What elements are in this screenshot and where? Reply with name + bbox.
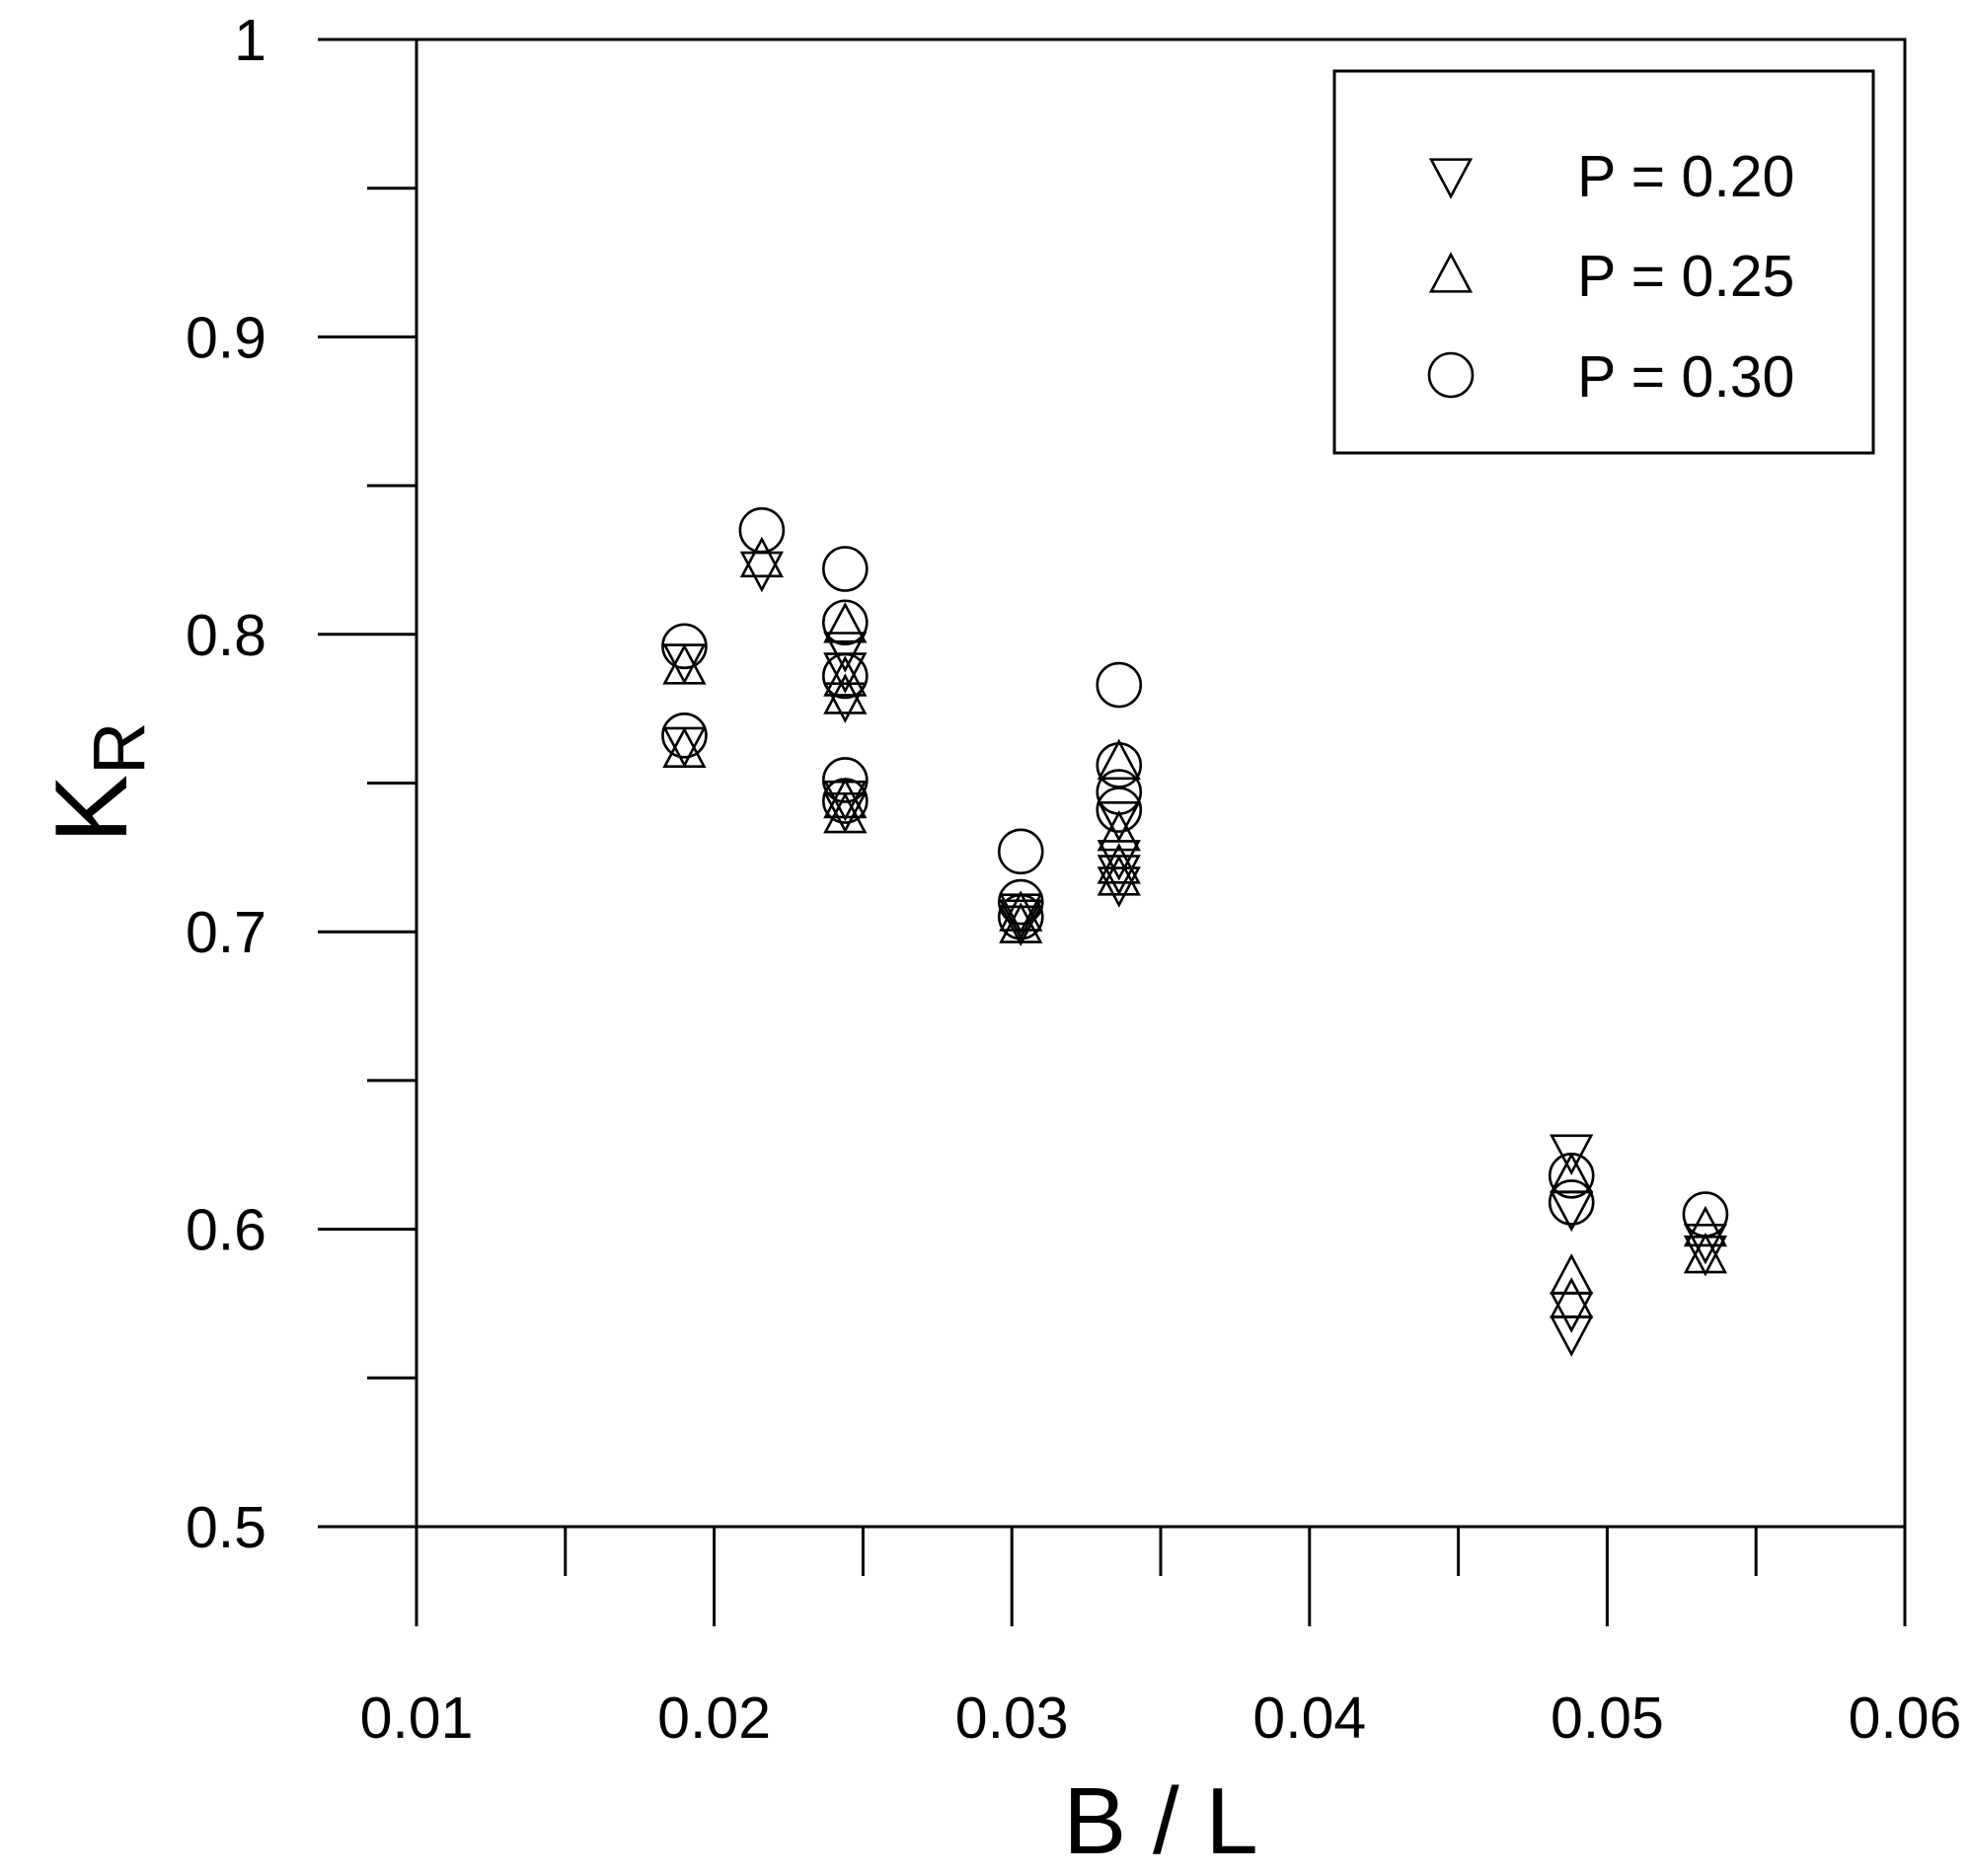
y-axis-title-subscript: R bbox=[78, 722, 160, 775]
x-tick-label: 0.03 bbox=[955, 1686, 1069, 1751]
data-point-triangle-up bbox=[662, 726, 707, 769]
y-tick-label: 0.5 bbox=[186, 1495, 266, 1560]
data-point-circle bbox=[1548, 1153, 1595, 1199]
y-tick-label: 0.9 bbox=[186, 305, 266, 370]
data-point-triangle-down bbox=[1097, 800, 1141, 843]
data-point-circle bbox=[1096, 787, 1143, 833]
y-tick-label: 0.8 bbox=[186, 603, 266, 668]
data-point-triangle-up bbox=[1097, 738, 1141, 781]
data-point-triangle-down bbox=[1683, 1223, 1728, 1265]
x-tick-label: 0.06 bbox=[1849, 1686, 1962, 1751]
data-point-triangle-up bbox=[1550, 1152, 1594, 1194]
legend-markers bbox=[1427, 158, 1475, 399]
x-axis-title: B / L bbox=[1063, 1768, 1257, 1874]
y-tick-label: 0.7 bbox=[186, 900, 266, 965]
data-points bbox=[661, 507, 1729, 1357]
legend-marker-triangle-down bbox=[1428, 158, 1474, 199]
data-point-circle bbox=[997, 828, 1044, 875]
x-axis-ticks bbox=[415, 1527, 1907, 1626]
legend-box bbox=[1332, 69, 1875, 455]
data-point-circle bbox=[1096, 769, 1143, 815]
x-tick-label: 0.04 bbox=[1252, 1686, 1366, 1751]
data-point-circle bbox=[822, 757, 869, 803]
data-point-triangle-up bbox=[1097, 809, 1141, 852]
y-tick-label: 1 bbox=[234, 8, 266, 73]
data-point-triangle-down bbox=[1097, 866, 1141, 908]
data-point-triangle-up bbox=[823, 791, 868, 834]
legend-marker-circle bbox=[1427, 351, 1475, 399]
data-point-triangle-up bbox=[1097, 843, 1141, 884]
data-point-circle bbox=[822, 652, 869, 700]
data-point-circle bbox=[661, 623, 708, 670]
data-point-circle bbox=[997, 893, 1044, 940]
data-point-triangle-up bbox=[823, 601, 868, 643]
x-axis-tick-labels: 0.01 0.02 0.03 0.04 0.05 0.06 bbox=[360, 1686, 1962, 1751]
data-point-triangle-down bbox=[1097, 840, 1141, 881]
legend-label-p030: P = 0.30 bbox=[1577, 344, 1794, 410]
y-axis-tick-labels: 0.5 0.6 0.7 0.8 0.9 1 bbox=[186, 8, 266, 1560]
data-point-triangle-up bbox=[823, 655, 868, 697]
data-point-triangle-up bbox=[999, 902, 1043, 943]
data-point-triangle-up bbox=[1683, 1205, 1728, 1247]
data-point-triangle-down bbox=[999, 899, 1043, 940]
data-point-circle bbox=[822, 599, 869, 646]
y-axis-ticks bbox=[318, 38, 417, 1529]
data-point-circle bbox=[1096, 661, 1143, 709]
data-point-triangle-down bbox=[823, 632, 868, 673]
data-point-circle bbox=[997, 878, 1044, 926]
data-point-circle bbox=[1682, 1191, 1729, 1238]
legend-marker-triangle-up bbox=[1428, 252, 1474, 293]
y-tick-label: 0.6 bbox=[186, 1198, 266, 1263]
x-tick-label: 0.05 bbox=[1551, 1686, 1664, 1751]
data-point-triangle-down bbox=[1550, 1134, 1594, 1175]
data-point-circle bbox=[1548, 1179, 1595, 1226]
legend-label-p025: P = 0.25 bbox=[1577, 244, 1794, 309]
legend-label-p020: P = 0.20 bbox=[1577, 144, 1794, 209]
data-point-circle bbox=[661, 712, 708, 759]
data-point-triangle-up bbox=[1683, 1232, 1728, 1274]
data-point-triangle-up bbox=[1550, 1277, 1594, 1318]
data-point-triangle-up bbox=[1550, 1253, 1594, 1295]
data-point-triangle-down bbox=[823, 682, 868, 723]
data-point-circle bbox=[738, 507, 786, 554]
y-axis-title-main: K bbox=[35, 775, 149, 843]
legend: P = 0.20 P = 0.25 P = 0.30 bbox=[1332, 69, 1875, 455]
data-point-circle bbox=[822, 546, 869, 592]
y-axis-title: KR bbox=[35, 722, 160, 844]
x-tick-label: 0.02 bbox=[657, 1686, 771, 1751]
data-point-triangle-up bbox=[999, 890, 1043, 932]
data-point-triangle-up bbox=[739, 536, 784, 578]
x-tick-label: 0.01 bbox=[360, 1686, 474, 1751]
data-point-triangle-up bbox=[1097, 855, 1141, 896]
data-point-circle bbox=[822, 778, 869, 824]
